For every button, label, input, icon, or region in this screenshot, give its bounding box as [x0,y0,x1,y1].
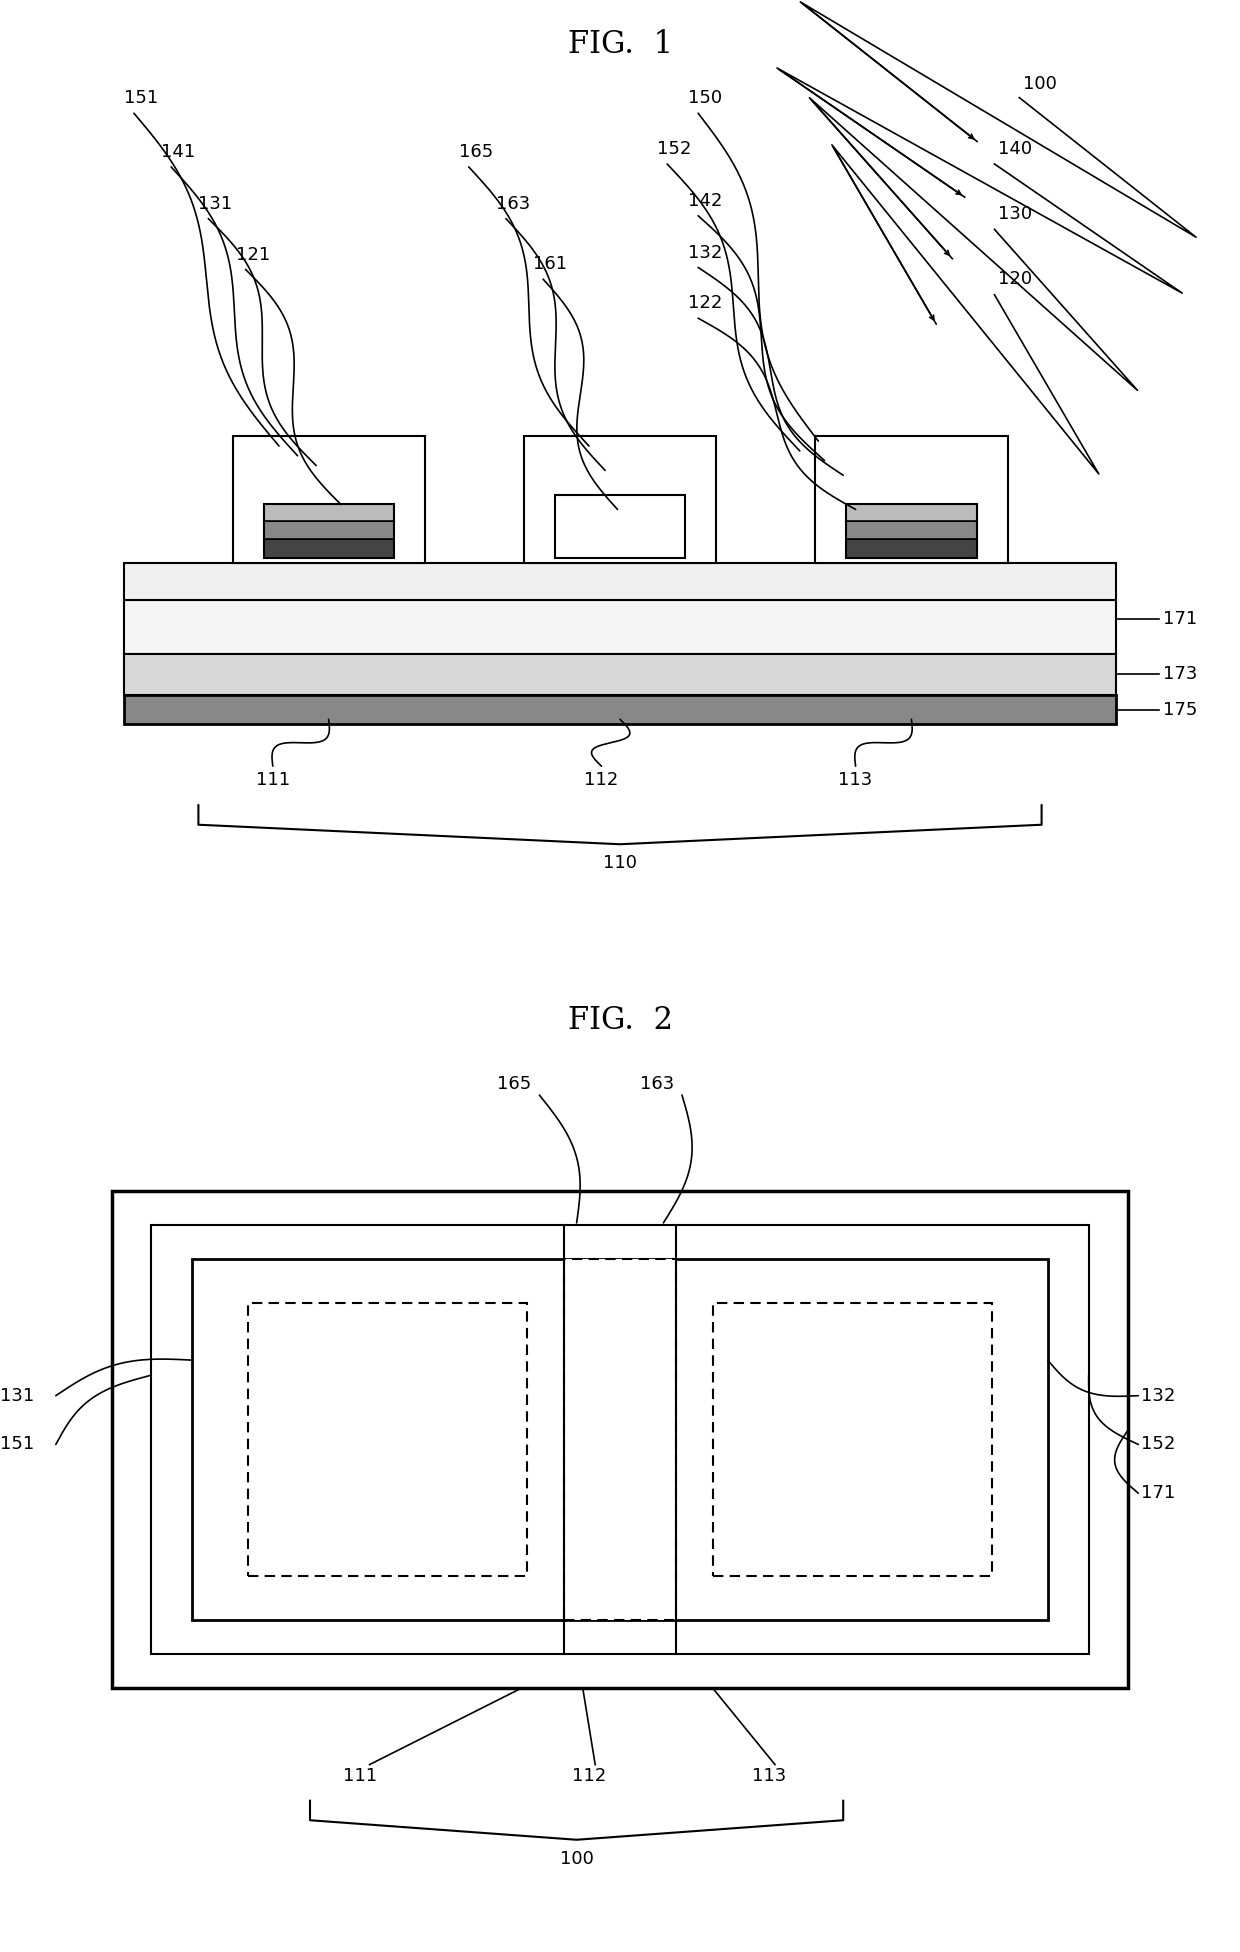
Text: 100: 100 [1023,74,1056,92]
Text: 161: 161 [533,256,568,273]
Text: 142: 142 [688,191,723,209]
Text: 132: 132 [1141,1386,1176,1405]
Bar [263,504,394,521]
Text: 171: 171 [1163,611,1198,629]
Text: 122: 122 [688,295,723,312]
Bar [112,1191,1128,1688]
Text: 121: 121 [236,246,270,264]
Bar [124,562,1116,601]
Bar [713,1304,992,1577]
Text: 171: 171 [1141,1484,1176,1503]
Bar [248,1304,527,1577]
Text: 113: 113 [751,1767,786,1784]
Text: 140: 140 [998,141,1033,158]
Text: 112: 112 [584,771,619,789]
Text: 152: 152 [657,141,692,158]
Text: 151: 151 [0,1435,35,1454]
Text: 165: 165 [497,1076,532,1093]
Bar [151,1226,1089,1653]
Text: 152: 152 [1141,1435,1176,1454]
Bar [192,1259,1048,1620]
Text: 150: 150 [688,90,723,107]
Text: 163: 163 [496,195,531,213]
Bar [846,504,977,558]
Bar [846,504,977,521]
Text: 151: 151 [124,90,159,107]
Bar [124,695,1116,724]
Text: 141: 141 [161,142,196,160]
Text: 163: 163 [640,1076,675,1093]
Text: FIG.  1: FIG. 1 [568,29,672,61]
Bar [124,601,1116,654]
Text: 165: 165 [459,142,494,160]
Text: 113: 113 [838,771,873,789]
Bar [564,1259,676,1620]
Text: FIG.  2: FIG. 2 [568,1005,672,1037]
Bar [263,521,394,539]
Bar [556,494,684,558]
Text: 111: 111 [342,1767,377,1784]
Text: 131: 131 [198,195,233,213]
Bar [846,539,977,558]
Text: 111: 111 [255,771,290,789]
Text: 120: 120 [998,269,1033,287]
Text: 100: 100 [559,1850,594,1868]
Text: 173: 173 [1163,666,1198,683]
Text: 132: 132 [688,244,723,262]
Text: 175: 175 [1163,701,1198,718]
Bar [263,504,394,558]
Bar [816,435,1007,562]
Text: 110: 110 [603,855,637,873]
Bar [233,435,424,562]
Text: 130: 130 [998,205,1033,223]
Bar [263,539,394,558]
Text: 112: 112 [572,1767,606,1784]
Bar [124,654,1116,695]
Text: 131: 131 [0,1386,35,1405]
Bar [846,521,977,539]
Bar [523,435,715,562]
